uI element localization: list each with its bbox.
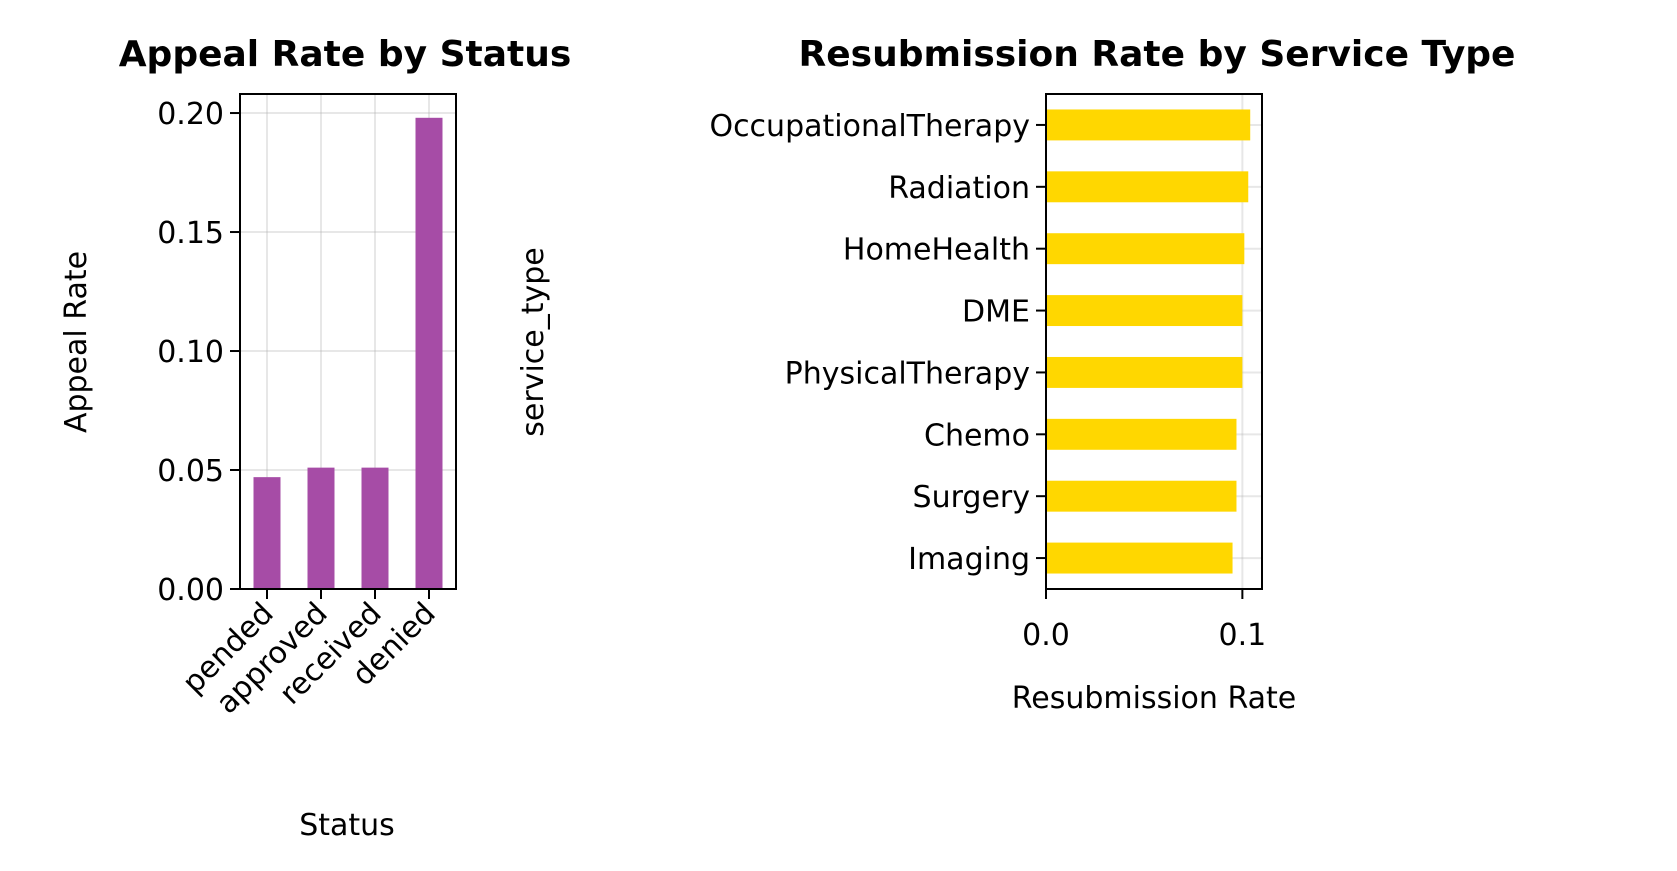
- y-axis-label: Appeal Rate: [59, 251, 94, 433]
- y-tick-label: 0.00: [157, 573, 224, 608]
- y-tick-label: Chemo: [924, 418, 1030, 453]
- x-axis-label: Status: [299, 808, 395, 843]
- y-tick-label: OccupationalTherapy: [709, 109, 1030, 144]
- bar-OccupationalTherapy: [1046, 109, 1251, 141]
- bar-approved: [307, 467, 335, 589]
- bar-Imaging: [1046, 542, 1233, 574]
- bar-denied: [415, 117, 443, 589]
- plot-frame: [239, 93, 457, 590]
- y-tick-label: 0.20: [157, 97, 224, 132]
- y-tick-label: 0.10: [157, 335, 224, 370]
- x-tick-label: 0.0: [1022, 618, 1070, 653]
- y-tick-label: 0.05: [157, 454, 224, 489]
- resubmission-rate-chart: Resubmission Rate by Service Type Imagin…: [516, 34, 1515, 716]
- bar-PhysicalTherapy: [1046, 356, 1243, 388]
- plot-frame: [1045, 93, 1263, 590]
- y-tick-label: DME: [962, 295, 1030, 330]
- bars: [1046, 109, 1251, 574]
- bar-Surgery: [1046, 480, 1237, 512]
- y-tick-label: Radiation: [888, 171, 1030, 206]
- bar-Radiation: [1046, 171, 1249, 203]
- chart-title: Resubmission Rate by Service Type: [799, 34, 1516, 75]
- bars: [253, 117, 443, 589]
- y-tick-label: HomeHealth: [843, 233, 1030, 268]
- y-ticks: Imaging Surgery Chemo PhysicalTherapy DME Hom…: [709, 109, 1046, 577]
- y-tick-label: PhysicalTherapy: [785, 356, 1030, 391]
- y-axis-label: service_type: [516, 247, 551, 436]
- y-tick-label: Imaging: [908, 542, 1030, 577]
- bar-Chemo: [1046, 418, 1237, 450]
- bar-HomeHealth: [1046, 233, 1245, 265]
- bar-DME: [1046, 295, 1243, 327]
- bar-received: [361, 467, 389, 589]
- y-ticks: 0.00 0.05 0.10 0.15 0.20: [157, 97, 240, 608]
- bar-pended: [253, 477, 281, 589]
- y-tick-label: 0.15: [157, 216, 224, 251]
- x-ticks: 0.0 0.1: [1022, 589, 1266, 653]
- x-axis-label: Resubmission Rate: [1012, 681, 1297, 716]
- chart-title: Appeal Rate by Status: [119, 34, 572, 75]
- x-tick-label: 0.1: [1219, 618, 1267, 653]
- appeal-rate-chart: Appeal Rate by Status 0.000.050.100.150.…: [59, 34, 571, 843]
- grid: [1045, 94, 1262, 589]
- y-tick-label: Surgery: [913, 480, 1030, 515]
